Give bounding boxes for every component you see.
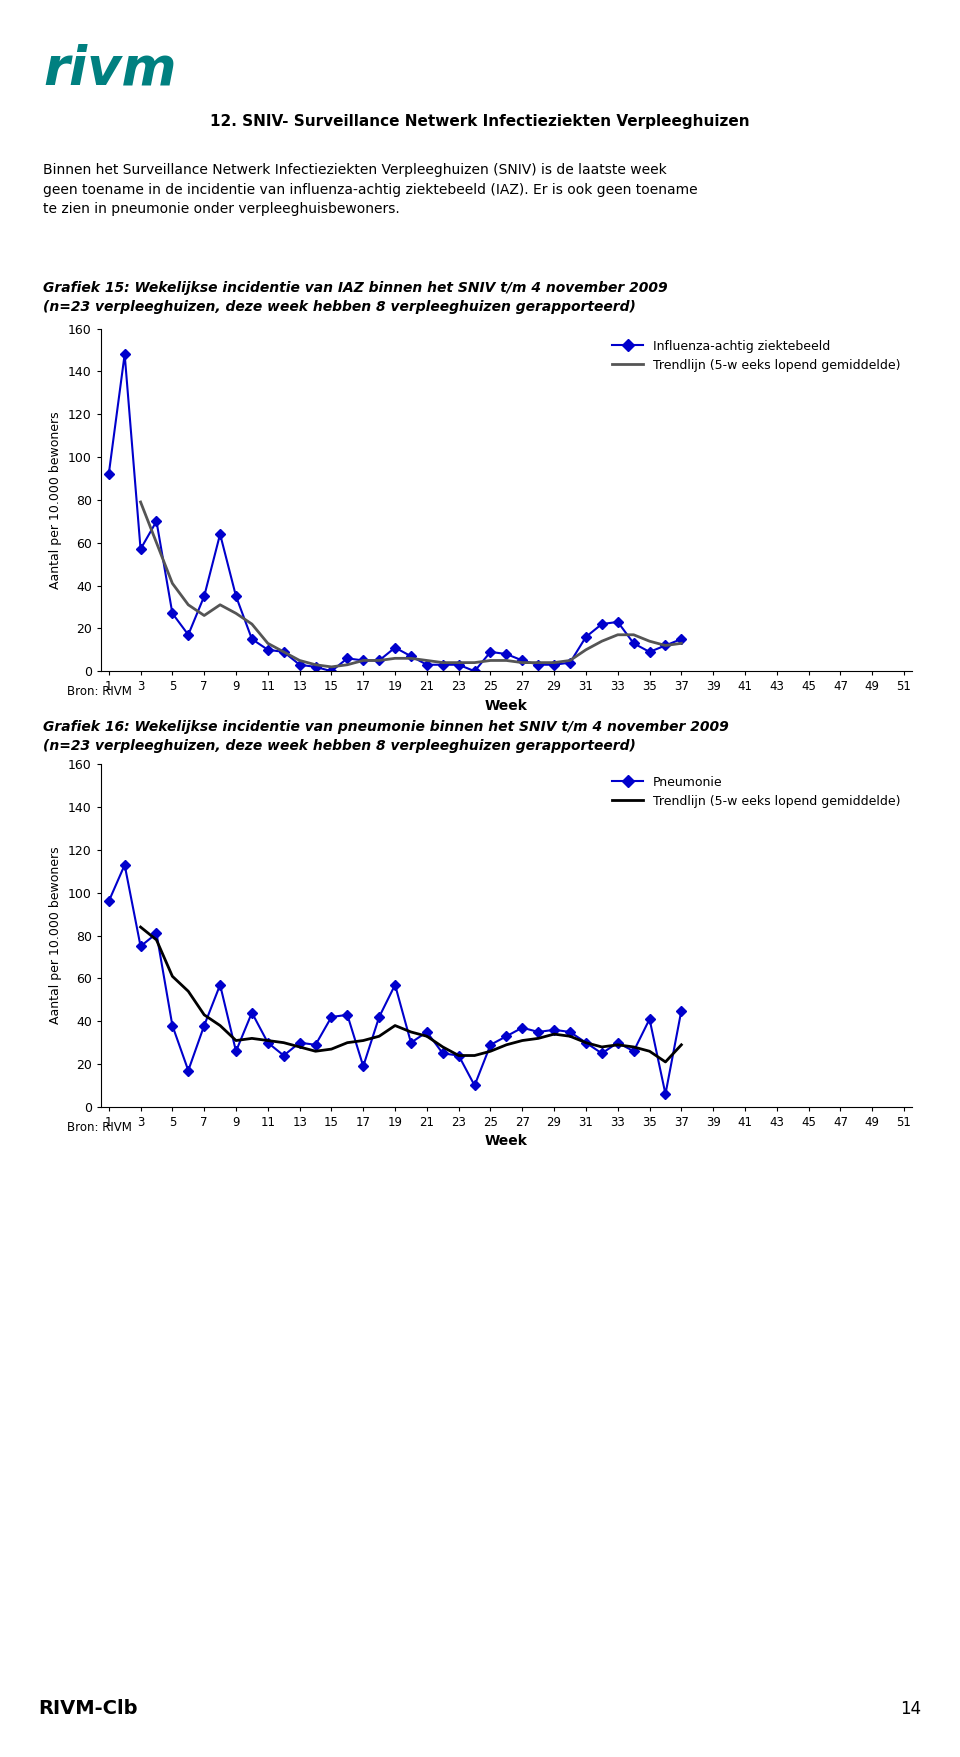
Text: rivm: rivm — [43, 44, 177, 97]
Text: 14: 14 — [900, 1701, 922, 1718]
Text: Binnen het Surveillance Netwerk Infectieziekten Verpleeghuizen (SNIV) is de laat: Binnen het Surveillance Netwerk Infectie… — [43, 163, 698, 216]
X-axis label: Week: Week — [485, 1135, 528, 1149]
Text: Bron: RIVM: Bron: RIVM — [67, 685, 132, 698]
Text: Grafiek 15: Wekelijkse incidentie van IAZ binnen het SNIV t/m 4 november 2009
(n: Grafiek 15: Wekelijkse incidentie van IA… — [43, 281, 668, 313]
Text: Bron: RIVM: Bron: RIVM — [67, 1121, 132, 1133]
Y-axis label: Aantal per 10.000 bewoners: Aantal per 10.000 bewoners — [49, 411, 62, 589]
Text: RIVM-Clb: RIVM-Clb — [38, 1699, 138, 1718]
Text: 12. SNIV- Surveillance Netwerk Infectieziekten Verpleeghuizen: 12. SNIV- Surveillance Netwerk Infectiez… — [210, 114, 750, 128]
X-axis label: Week: Week — [485, 699, 528, 713]
Text: Grafiek 16: Wekelijkse incidentie van pneumonie binnen het SNIV t/m 4 november 2: Grafiek 16: Wekelijkse incidentie van pn… — [43, 720, 729, 752]
Y-axis label: Aantal per 10.000 bewoners: Aantal per 10.000 bewoners — [49, 847, 62, 1024]
Legend: Influenza-achtig ziektebeeld, Trendlijn (5-w eeks lopend gemiddelde): Influenza-achtig ziektebeeld, Trendlijn … — [607, 336, 905, 378]
Legend: Pneumonie, Trendlijn (5-w eeks lopend gemiddelde): Pneumonie, Trendlijn (5-w eeks lopend ge… — [607, 771, 905, 813]
